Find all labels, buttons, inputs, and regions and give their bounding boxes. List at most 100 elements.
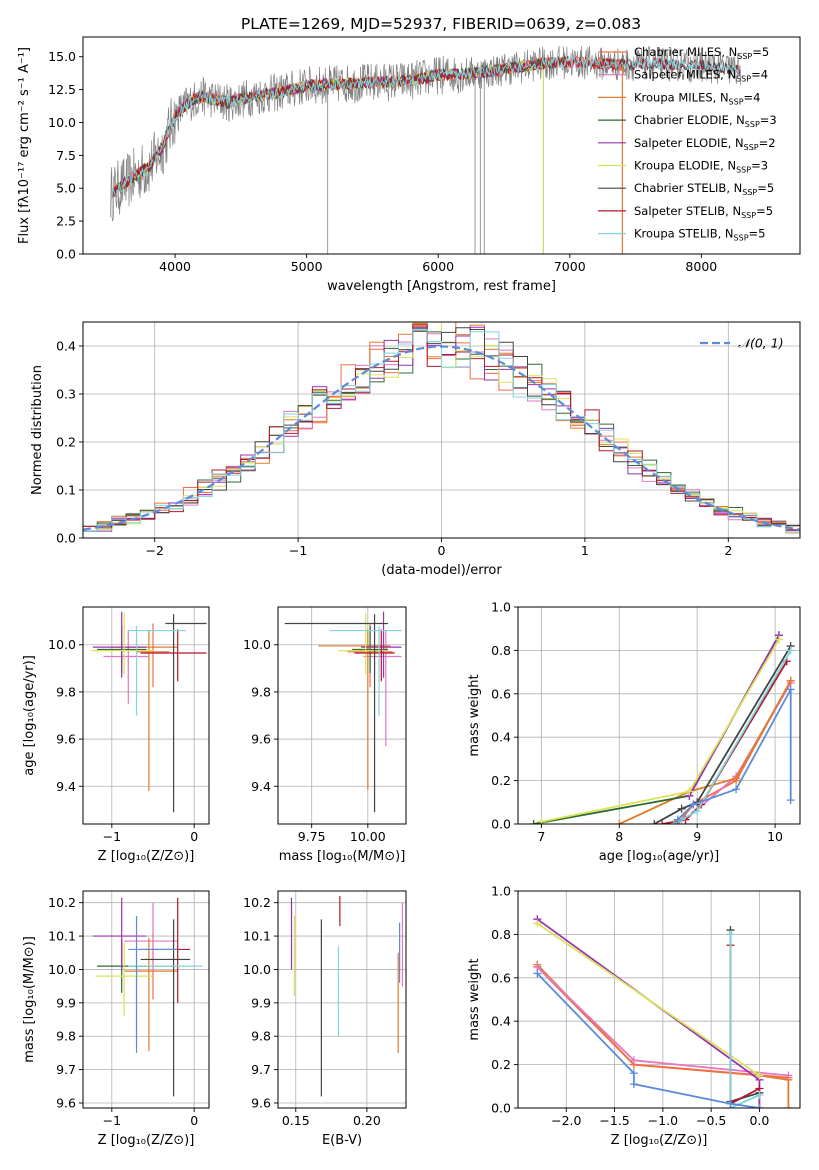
y-tick-label: 0.4 bbox=[56, 339, 76, 354]
plot-area bbox=[83, 322, 800, 534]
y-tick-label: 9.8 bbox=[56, 684, 76, 699]
y-tick-label: 0.1 bbox=[56, 483, 76, 498]
y-tick-label: 9.8 bbox=[251, 684, 271, 699]
mass-weight-marker bbox=[786, 685, 795, 694]
x-tick-label: 6000 bbox=[422, 259, 454, 274]
y-tick-label: 0.2 bbox=[491, 773, 511, 788]
y-tick-label: 9.6 bbox=[251, 732, 271, 747]
mass-weight-line-kroupa-stelib bbox=[729, 934, 760, 1108]
x-tick-label: 10.00 bbox=[350, 829, 386, 844]
x-tick-label: 9.75 bbox=[298, 829, 326, 844]
y-tick-label: 0.2 bbox=[56, 435, 76, 450]
y-tick-label: 10.0 bbox=[48, 115, 76, 130]
y-tick-label: 10.0 bbox=[48, 962, 76, 977]
y-tick-label: 10.2 bbox=[48, 895, 76, 910]
mass-weight-marker bbox=[755, 1071, 764, 1080]
plot-area bbox=[529, 631, 795, 824]
x-tick-label: −1.0 bbox=[648, 1113, 678, 1128]
y-tick-label: 0.6 bbox=[491, 686, 511, 701]
x-tick-label: 8 bbox=[615, 829, 623, 844]
x-axis-label: wavelength [Angstrom, rest frame] bbox=[327, 279, 556, 294]
mass-weight-marker bbox=[693, 806, 702, 815]
y-axis-label: age [log₁₀(age/yr)] bbox=[22, 655, 37, 776]
x-tick-label: −2 bbox=[145, 543, 163, 558]
x-tick-label: −0.5 bbox=[696, 1113, 726, 1128]
y-tick-label: 0.0 bbox=[491, 1101, 511, 1116]
y-tick-label: 9.4 bbox=[56, 779, 76, 794]
y-axis-label: Flux [fλ10⁻¹⁷ erg cm⁻² s⁻¹ A⁻¹] bbox=[17, 47, 32, 244]
y-axis-label: mass weight bbox=[467, 958, 482, 1040]
y-tick-label: 12.5 bbox=[48, 82, 76, 97]
x-tick-label: 4000 bbox=[159, 259, 191, 274]
plot-area bbox=[92, 897, 203, 1097]
histogram-step-kroupa-stelib bbox=[83, 328, 800, 533]
y-tick-label: 9.8 bbox=[56, 1029, 76, 1044]
plot-area bbox=[110, 45, 741, 254]
y-tick-label: 10.2 bbox=[243, 895, 271, 910]
axes-frame bbox=[82, 606, 210, 825]
x-tick-label: −1 bbox=[289, 543, 307, 558]
axes-frame bbox=[517, 606, 801, 825]
x-tick-label: 0.15 bbox=[282, 1113, 310, 1128]
mass-weight-marker bbox=[669, 820, 678, 824]
x-tick-label: 0 bbox=[438, 543, 446, 558]
mass-vs-metallicity-axes: −1 0 9.6 9.7 9.8 9.9 10.0 10.1 10.2 Z [log₁₀(Z/Z⊙… bbox=[22, 890, 210, 1148]
mass-weight-marker bbox=[726, 930, 735, 939]
x-tick-label: −1 bbox=[103, 1113, 121, 1128]
y-tick-label: 0.2 bbox=[491, 1057, 511, 1072]
plot-area bbox=[290, 896, 404, 1097]
mass-vs-extinction-axes: 0.15 0.20 9.6 9.7 9.8 9.9 10.0 10.1 10.2 E(B-V) bbox=[243, 890, 407, 1148]
y-tick-label: 1.0 bbox=[491, 600, 511, 615]
axes-frame bbox=[82, 36, 801, 255]
x-axis-label: age [log₁₀(age/yr)] bbox=[599, 849, 720, 864]
mass-weight-line-kroupa-elodie bbox=[536, 922, 760, 1077]
y-tick-label: 15.0 bbox=[48, 49, 76, 64]
mass-weight-marker bbox=[533, 919, 542, 928]
x-tick-label: 10 bbox=[767, 829, 783, 844]
mass-weight-vs-metallicity-axes: −2.0 −1.5 −1.0 −0.5 0.0 0.0 0.2 0.4 0.6 0.8 1.0 Z [… bbox=[467, 884, 801, 1148]
x-axis-label: Z [log₁₀(Z/Z⊙)] bbox=[611, 1133, 708, 1148]
y-tick-label: 0.4 bbox=[491, 1014, 511, 1029]
y-tick-label: 0.8 bbox=[491, 643, 511, 658]
age-vs-metallicity-axes: −1 0 9.4 9.6 9.8 10.0 Z [log₁₀(Z/Z⊙)] age [log₁… bbox=[22, 606, 210, 864]
legend-label: Chabrier ELODIE, NSSP=3 bbox=[634, 113, 777, 129]
spectrum-model-line-kroupa-stelib bbox=[111, 55, 741, 199]
legend-label: Salpeter STELIB, NSSP=5 bbox=[634, 204, 773, 220]
mass-weight-marker bbox=[784, 1071, 793, 1080]
mass-weight-marker bbox=[784, 1104, 793, 1108]
y-axis-label: mass weight bbox=[467, 674, 482, 756]
x-tick-label: 1 bbox=[581, 543, 589, 558]
normal-curve bbox=[83, 345, 800, 531]
legend-label: Salpeter ELODIE, NSSP=2 bbox=[634, 136, 776, 152]
x-tick-label: 2 bbox=[724, 543, 732, 558]
mass-weight-line-chabrier-stelib bbox=[653, 645, 792, 824]
y-tick-label: 9.6 bbox=[251, 1095, 271, 1110]
mass-weight-marker bbox=[615, 820, 624, 824]
plot-area bbox=[91, 611, 207, 813]
y-tick-label: 0.0 bbox=[56, 247, 76, 262]
legend-label: Kroupa MILES, NSSP=4 bbox=[634, 90, 760, 106]
mass-weight-marker bbox=[629, 1056, 638, 1065]
y-tick-label: 9.8 bbox=[251, 1029, 271, 1044]
x-axis-label: mass [log₁₀(M/M⊙)] bbox=[279, 849, 406, 864]
plot-area bbox=[533, 915, 793, 1108]
mass-weight-marker bbox=[689, 800, 698, 809]
y-tick-label: 10.0 bbox=[243, 962, 271, 977]
mass-weight-marker bbox=[533, 969, 542, 978]
legend-label: Kroupa STELIB, NSSP=5 bbox=[634, 227, 765, 243]
y-tick-label: 9.7 bbox=[251, 1062, 271, 1077]
y-tick-label: 2.5 bbox=[56, 214, 76, 229]
x-tick-label: 0.0 bbox=[749, 1113, 769, 1128]
y-tick-label: 10.1 bbox=[243, 929, 271, 944]
mass-weight-marker bbox=[732, 774, 741, 783]
figure-title: PLATE=1269, MJD=52937, FIBERID=0639, z=0… bbox=[241, 15, 641, 33]
x-axis-label: Z [log₁₀(Z/Z⊙)] bbox=[98, 1133, 195, 1148]
y-tick-label: 9.4 bbox=[251, 779, 271, 794]
x-axis-label: Z [log₁₀(Z/Z⊙)] bbox=[98, 849, 195, 864]
y-tick-label: 10.0 bbox=[243, 637, 271, 652]
y-tick-label: 9.6 bbox=[56, 1095, 76, 1110]
axes-frame bbox=[277, 890, 407, 1109]
y-tick-label: 0.0 bbox=[491, 817, 511, 832]
legend-label: Kroupa ELODIE, NSSP=3 bbox=[634, 159, 768, 175]
